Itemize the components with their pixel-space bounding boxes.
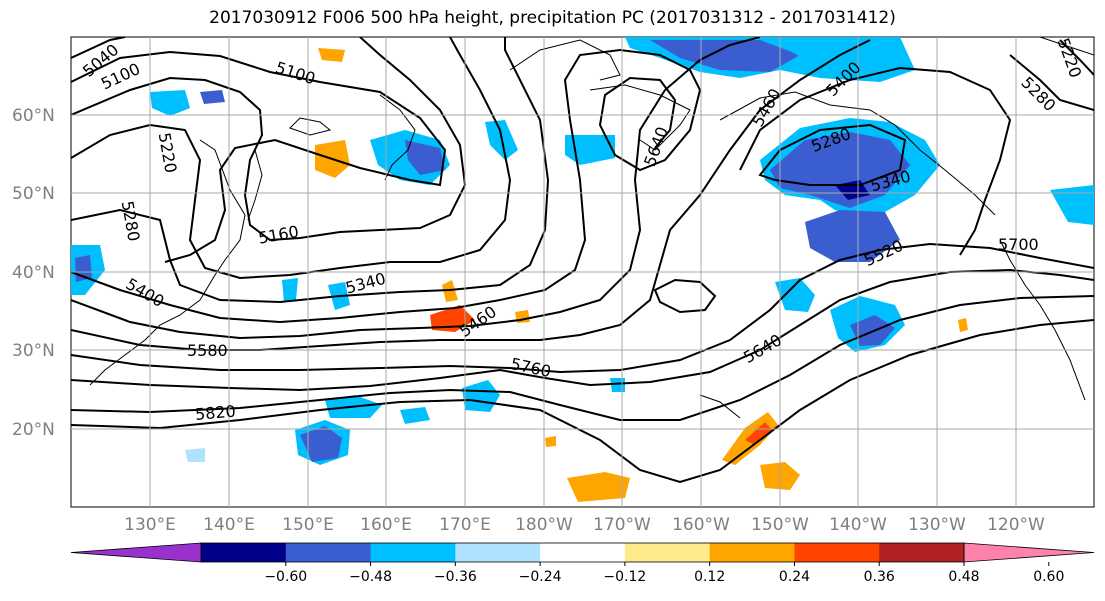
colorbar-segment <box>370 543 456 562</box>
colorbar-ticks: −0.60 −0.48 −0.36 −0.24 −0.12 0.12 0.24 0.36 0.4… <box>264 562 1064 585</box>
lon-label: 160°E <box>360 515 412 535</box>
lat-label: 20°N <box>12 420 55 440</box>
colorbar-tick-label: −0.60 <box>264 569 307 585</box>
lon-label: 180°W <box>515 515 573 535</box>
lon-label: 140°E <box>203 515 255 535</box>
lon-label: 150°W <box>751 515 809 535</box>
lon-label: 140°W <box>829 515 887 535</box>
map-title: 2017030912 F006 500 hPa height, precipit… <box>209 8 896 28</box>
graticule <box>71 37 1094 507</box>
lat-label: 60°N <box>12 106 55 126</box>
lon-label: 170°W <box>593 515 651 535</box>
colorbar-tick-label: 0.48 <box>948 569 979 585</box>
lon-label: 120°W <box>987 515 1045 535</box>
colorbar-segment <box>624 543 711 562</box>
colorbar-segment <box>794 543 880 562</box>
colorbar-tick-label: −0.36 <box>434 569 477 585</box>
colorbar-extend-high <box>963 542 1095 563</box>
lat-label: 30°N <box>12 341 55 361</box>
colorbar-outline <box>200 542 965 563</box>
colorbar-extend-low <box>70 542 202 563</box>
lat-label: 40°N <box>12 263 55 283</box>
colorbar-segment <box>540 543 626 562</box>
colorbar-segment <box>285 543 372 562</box>
latitude-labels: 60°N 50°N 40°N 30°N 20°N <box>12 106 55 440</box>
lon-label: 170°E <box>439 515 491 535</box>
colorbar-tick-label: −0.48 <box>349 569 392 585</box>
colorbar-tick-label: 0.12 <box>694 569 725 585</box>
colorbar-tick-label: 0.24 <box>779 569 810 585</box>
colorbar-tick-label: 0.60 <box>1033 569 1064 585</box>
contour-label: 5820 <box>194 401 236 423</box>
colorbar-tick-label: −0.12 <box>603 569 646 585</box>
longitude-labels: 130°E 140°E 150°E 160°E 170°E 180°W 170°… <box>124 515 1045 535</box>
colorbar-tick-label: 0.36 <box>864 569 895 585</box>
colorbar-segment <box>455 543 541 562</box>
lon-label: 160°W <box>672 515 730 535</box>
colorbar-tick-label: −0.24 <box>519 569 562 585</box>
lat-label: 50°N <box>12 184 55 204</box>
contour-label: 5700 <box>998 235 1039 254</box>
precip-negative-areas <box>71 37 1094 465</box>
lon-label: 130°E <box>124 515 176 535</box>
lon-label: 130°W <box>908 515 966 535</box>
colorbar-segment <box>879 543 965 562</box>
colorbar <box>70 542 1095 563</box>
colorbar-segment <box>201 543 287 562</box>
contour-label: 5580 <box>187 341 228 360</box>
lon-label: 150°E <box>282 515 334 535</box>
colorbar-segment <box>709 543 795 562</box>
